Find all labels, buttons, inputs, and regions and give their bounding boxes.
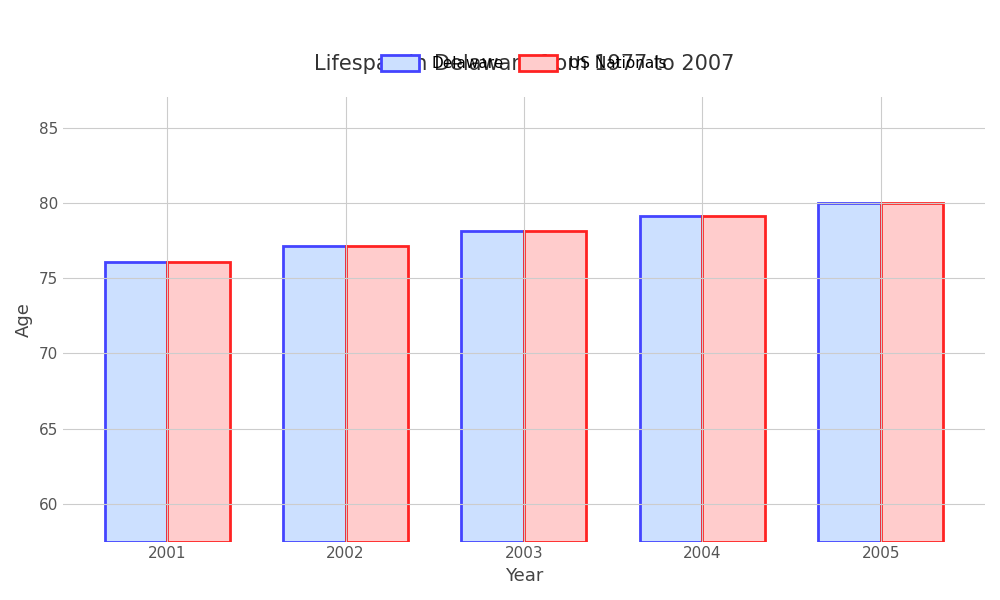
Bar [702, 217, 765, 542]
X-axis label: Year: Year [505, 567, 543, 585]
Bar [881, 203, 943, 542]
Bar [167, 262, 230, 542]
Bar [818, 203, 881, 542]
Y-axis label: Age: Age [15, 302, 33, 337]
Bar [283, 247, 346, 542]
Legend: Delaware, US Nationals: Delaware, US Nationals [373, 47, 674, 79]
Bar [105, 262, 167, 542]
Bar [346, 247, 408, 542]
Bar [524, 232, 586, 542]
Bar [461, 232, 524, 542]
Bar [640, 217, 702, 542]
Title: Lifespan in Delaware from 1977 to 2007: Lifespan in Delaware from 1977 to 2007 [314, 53, 734, 74]
